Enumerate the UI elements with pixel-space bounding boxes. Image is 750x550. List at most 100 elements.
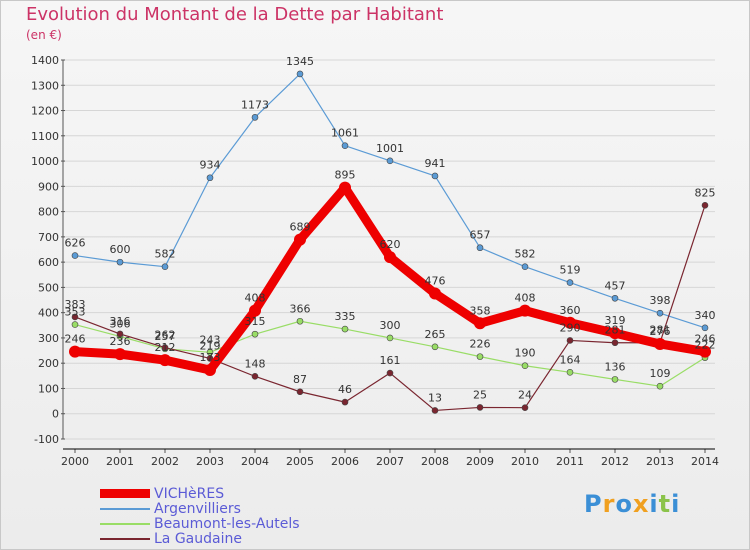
data-point (206, 174, 214, 182)
data-point (386, 157, 394, 165)
y-tick-label: 800 (38, 206, 59, 219)
data-label: 281 (605, 324, 626, 337)
data-label: 626 (65, 237, 86, 250)
data-point (654, 337, 666, 350)
data-point (431, 407, 439, 414)
data-point (611, 376, 619, 383)
data-label: 366 (290, 302, 311, 315)
data-point (566, 337, 574, 344)
legend: VICHèRES Argenvilliers Beaumont-les-Aute… (100, 485, 300, 547)
data-point (609, 327, 621, 340)
legend-swatch-viches (100, 489, 150, 498)
logo-letter: r (602, 490, 616, 518)
data-label: 689 (290, 221, 311, 234)
data-label: 190 (515, 347, 536, 360)
proxiti-logo: Proxiti (584, 490, 680, 518)
x-tick-label: 2000 (61, 455, 89, 468)
logo-letter: o (615, 490, 633, 518)
y-tick-label: 900 (38, 180, 59, 193)
data-point (204, 364, 216, 377)
legend-label: La Gaudaine (154, 530, 242, 547)
x-tick-label: 2010 (511, 455, 539, 468)
x-tick-label: 2007 (376, 455, 404, 468)
data-point (159, 354, 171, 367)
data-label: 825 (695, 186, 716, 199)
logo-letter: x (632, 490, 650, 518)
data-point (611, 294, 619, 302)
data-label: 257 (155, 330, 176, 343)
data-label: 136 (605, 360, 626, 373)
y-tick-label: 200 (38, 357, 59, 370)
data-point (296, 70, 304, 78)
logo-letter: i (649, 490, 659, 518)
data-label: 383 (65, 298, 86, 311)
data-labels: 246 236 2121734086898956204763584083603192… (65, 55, 716, 405)
x-tick-label: 2012 (601, 455, 629, 468)
data-point (429, 287, 441, 300)
data-label: 25 (473, 388, 487, 401)
x-tick-label: 2011 (556, 455, 584, 468)
data-point (564, 316, 576, 329)
legend-item-viches: VICHèRES (100, 485, 300, 502)
x-tick-label: 2002 (151, 455, 179, 468)
data-label: 476 (425, 274, 446, 287)
data-point (431, 343, 439, 351)
x-tick-label: 2005 (286, 455, 314, 468)
data-label: 620 (380, 238, 401, 251)
data-label: 246 (65, 333, 86, 346)
data-point (521, 404, 529, 411)
data-label: 46 (338, 383, 352, 396)
data-point (476, 244, 484, 252)
grid-lines (65, 59, 715, 440)
data-point (611, 339, 619, 347)
data-label: 246 (695, 333, 716, 346)
data-point (701, 201, 709, 209)
data-label: 148 (245, 357, 266, 370)
data-label: 262 (155, 329, 176, 342)
data-point (161, 344, 169, 351)
data-label: 87 (293, 373, 307, 386)
data-label: 934 (200, 159, 221, 172)
data-point (476, 404, 484, 411)
data-label: 408 (245, 292, 266, 305)
data-label: 335 (335, 310, 356, 323)
data-label: 1001 (376, 142, 404, 155)
data-point (251, 114, 259, 121)
data-point (249, 304, 261, 317)
data-label: 358 (470, 304, 491, 317)
data-label: 300 (380, 319, 401, 332)
chart-unit: (en €) (26, 28, 62, 42)
data-point (296, 388, 304, 396)
data-point (521, 263, 529, 270)
data-label: 222 (695, 339, 716, 352)
y-tick-label: 1100 (31, 130, 59, 143)
data-point (296, 317, 304, 325)
legend-label: Argenvilliers (154, 500, 241, 517)
data-point (699, 345, 711, 358)
data-point (294, 233, 306, 246)
y-tick-label: 0 (52, 408, 59, 421)
data-label: 1061 (331, 127, 359, 140)
data-label: 316 (110, 315, 131, 328)
x-tick-label: 2004 (241, 455, 269, 468)
data-point (566, 279, 574, 286)
legend-swatch-beaumont (100, 522, 150, 525)
data-label: 13 (428, 391, 442, 404)
data-label: 236 (110, 335, 131, 348)
data-label: 173 (200, 351, 221, 364)
data-point (476, 353, 484, 360)
x-axis-ticks: 2000 2001 2002 2003 2004 2005 2006 2007 2008 2009… (61, 449, 719, 468)
data-point (206, 355, 214, 362)
data-point (386, 369, 394, 377)
data-point (656, 382, 664, 390)
y-tick-label: 300 (38, 332, 59, 345)
logo-letter: i (671, 490, 681, 518)
data-point (71, 313, 79, 321)
y-tick-label: 700 (38, 231, 59, 244)
data-point (384, 251, 396, 264)
data-label: 243 (200, 333, 221, 346)
legend-label: VICHèRES (154, 485, 225, 502)
data-point (341, 325, 349, 333)
